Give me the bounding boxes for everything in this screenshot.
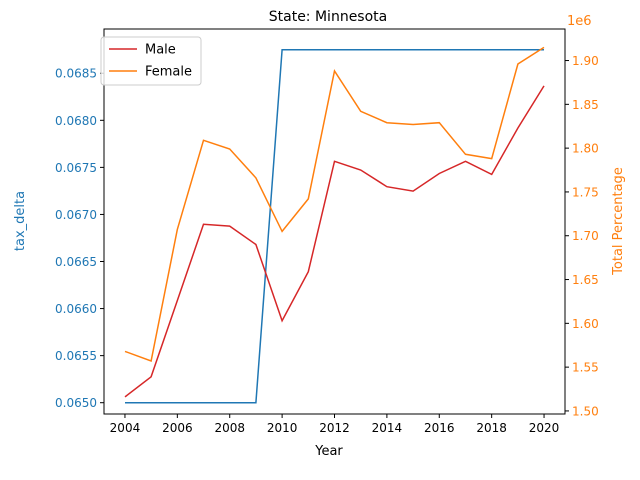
right-y-tick-label: 1.50 bbox=[572, 404, 599, 418]
x-tick-label: 2018 bbox=[476, 421, 507, 435]
right-y-tick-label: 1.85 bbox=[572, 98, 599, 112]
x-tick-label: 2014 bbox=[372, 421, 403, 435]
y-axis-label-right: Total Percentage bbox=[611, 167, 626, 276]
axes-layer: 2004 2006 2008 2010 2012 2014 2016 2018 2020 0.06… bbox=[55, 54, 599, 435]
x-tick-label: 2012 bbox=[319, 421, 350, 435]
chart-title: State: Minnesota bbox=[269, 9, 387, 25]
legend-label-female: Female bbox=[145, 65, 192, 80]
left-y-tick-label: 0.0675 bbox=[55, 161, 97, 175]
series-line-tax-delta bbox=[125, 48, 544, 404]
x-tick-label: 2010 bbox=[267, 421, 298, 435]
series-layer bbox=[124, 46, 545, 404]
x-tick-label: 2006 bbox=[162, 421, 193, 435]
right-y-tick-label: 1.60 bbox=[572, 317, 599, 331]
right-y-tick-label: 1.65 bbox=[572, 273, 599, 287]
x-tick-label: 2008 bbox=[214, 421, 245, 435]
right-y-tick-label: 1.90 bbox=[572, 54, 599, 68]
left-y-tick-label: 0.0655 bbox=[55, 349, 97, 363]
x-tick-label: 2004 bbox=[110, 421, 141, 435]
right-axis-offset-label: 1e6 bbox=[567, 14, 592, 29]
x-axis-label: Year bbox=[314, 444, 343, 459]
plot-frame bbox=[103, 28, 566, 415]
legend: Male Female bbox=[100, 36, 202, 86]
x-tick-label: 2020 bbox=[529, 421, 560, 435]
series-line-male bbox=[124, 85, 545, 398]
left-y-tick-label: 0.0685 bbox=[55, 67, 97, 81]
series-line-female bbox=[124, 46, 545, 363]
x-tick-label: 2016 bbox=[424, 421, 455, 435]
right-y-tick-label: 1.70 bbox=[572, 229, 599, 243]
left-y-tick-label: 0.0650 bbox=[55, 396, 97, 410]
right-y-tick-label: 1.75 bbox=[572, 185, 599, 199]
left-y-tick-label: 0.0670 bbox=[55, 208, 97, 222]
left-y-tick-label: 0.0665 bbox=[55, 255, 97, 269]
left-y-tick-label: 0.0680 bbox=[55, 114, 97, 128]
left-y-tick-label: 0.0660 bbox=[55, 302, 97, 316]
legend-label-male: Male bbox=[145, 43, 176, 58]
right-y-tick-label: 1.55 bbox=[572, 361, 599, 375]
right-y-tick-label: 1.80 bbox=[572, 142, 599, 156]
y-axis-label-left: tax_delta bbox=[13, 191, 28, 251]
